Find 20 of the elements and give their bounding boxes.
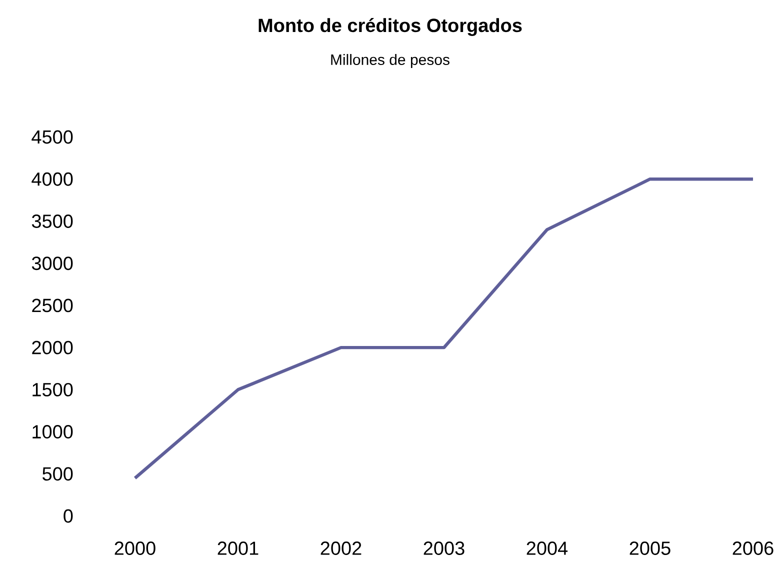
x-tick-label: 2005 (630, 542, 670, 555)
y-tick-label: 500 (42, 467, 73, 481)
chart-title: Monto de créditos Otorgados (258, 18, 522, 36)
y-tick-label: 3500 (32, 214, 73, 228)
x-tick-label: 2003 (424, 542, 464, 555)
line-series (133, 178, 755, 480)
y-tick-label: 2500 (32, 298, 73, 312)
x-tick-label: 2001 (218, 542, 258, 555)
y-tick-label: 3000 (32, 256, 73, 270)
y-tick-label: 1000 (32, 425, 73, 439)
x-tick-label: 2004 (526, 542, 568, 555)
x-tick-label: 2000 (114, 542, 156, 555)
x-tick-label: 2002 (320, 542, 362, 555)
y-tick-label: 1500 (32, 382, 73, 396)
y-tick-label: 2000 (32, 340, 73, 354)
y-tick-label: 4500 (32, 130, 73, 144)
x-tick-label: 2006 (732, 542, 774, 555)
y-tick-label: 0 (64, 509, 73, 523)
chart-subtitle: Millones de pesos (331, 54, 450, 68)
y-tick-label: 4000 (32, 172, 73, 186)
